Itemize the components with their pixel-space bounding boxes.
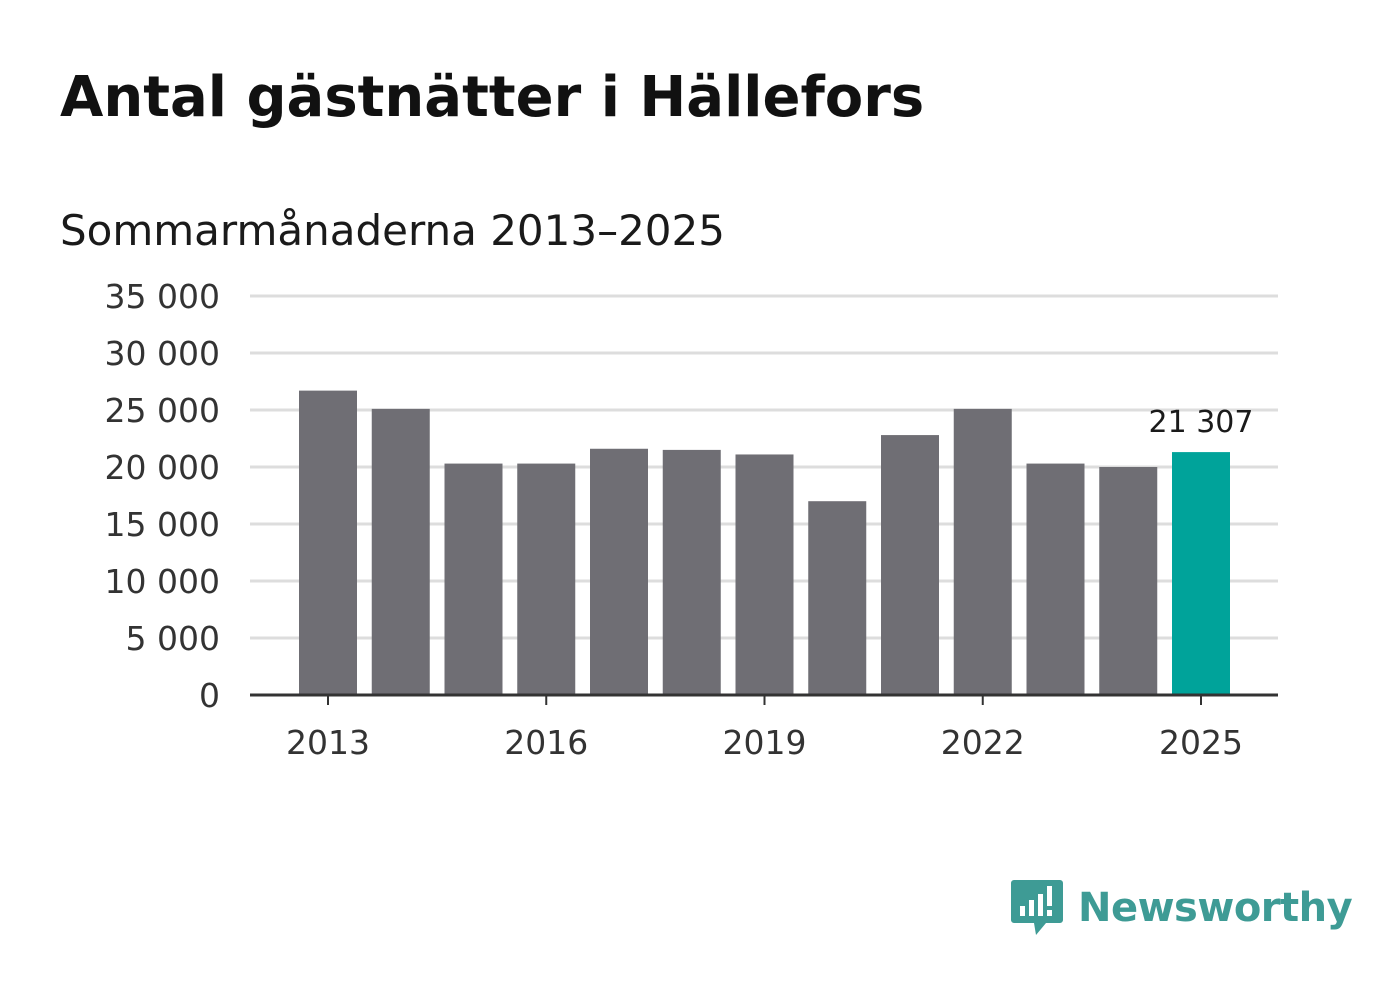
x-tick-label: 2013 xyxy=(286,723,370,762)
bar-2015 xyxy=(444,463,503,695)
x-tick-label: 2022 xyxy=(941,723,1025,762)
y-tick-label: 35 000 xyxy=(105,277,220,316)
bar-2023 xyxy=(1026,463,1085,695)
y-tick-label: 30 000 xyxy=(105,334,220,373)
x-axis xyxy=(250,693,1278,705)
bar-2016 xyxy=(517,463,576,695)
bar-2021 xyxy=(881,435,939,695)
bar-chart: 0 5 000 10 000 15 000 20 000 25 000 30 000 35 0… xyxy=(105,277,1278,762)
newsworthy-logo-text: Newsworthy xyxy=(1078,885,1353,931)
y-tick-label: 15 000 xyxy=(105,505,220,544)
bar-2024 xyxy=(1099,467,1158,695)
y-tick-label: 0 xyxy=(199,676,220,715)
chart-subtitle: Sommarmånaderna 2013–2025 xyxy=(60,206,725,255)
y-axis-tick-labels: 0 5 000 10 000 15 000 20 000 25 000 30 000 35 0… xyxy=(105,277,220,715)
bar-2022 xyxy=(953,408,1012,695)
x-tick-label: 2016 xyxy=(504,723,588,762)
newsworthy-chart-bubble-icon xyxy=(1011,880,1063,935)
bar-2014 xyxy=(371,408,430,695)
bar-2025 xyxy=(1172,452,1230,695)
y-tick-label: 10 000 xyxy=(105,562,220,601)
x-axis-tick-labels: 2013 2016 2019 2022 2025 xyxy=(286,723,1243,762)
newsworthy-logo: Newsworthy xyxy=(1010,878,1353,938)
bar-2018 xyxy=(662,449,721,695)
chart-title: Antal gästnätter i Hällefors xyxy=(60,65,925,130)
data-labels: 21 307 xyxy=(1149,405,1254,440)
y-tick-label: 5 000 xyxy=(126,619,220,658)
x-tick-label: 2025 xyxy=(1159,723,1243,762)
bar-2019 xyxy=(735,454,794,695)
y-tick-label: 20 000 xyxy=(105,448,220,487)
bar-2020 xyxy=(808,501,867,695)
bars xyxy=(299,390,1230,695)
x-tick-label: 2019 xyxy=(723,723,807,762)
bar-2017 xyxy=(590,448,648,695)
bar-2013 xyxy=(299,390,357,695)
y-tick-label: 25 000 xyxy=(105,391,220,430)
data-label-2025: 21 307 xyxy=(1149,405,1254,440)
